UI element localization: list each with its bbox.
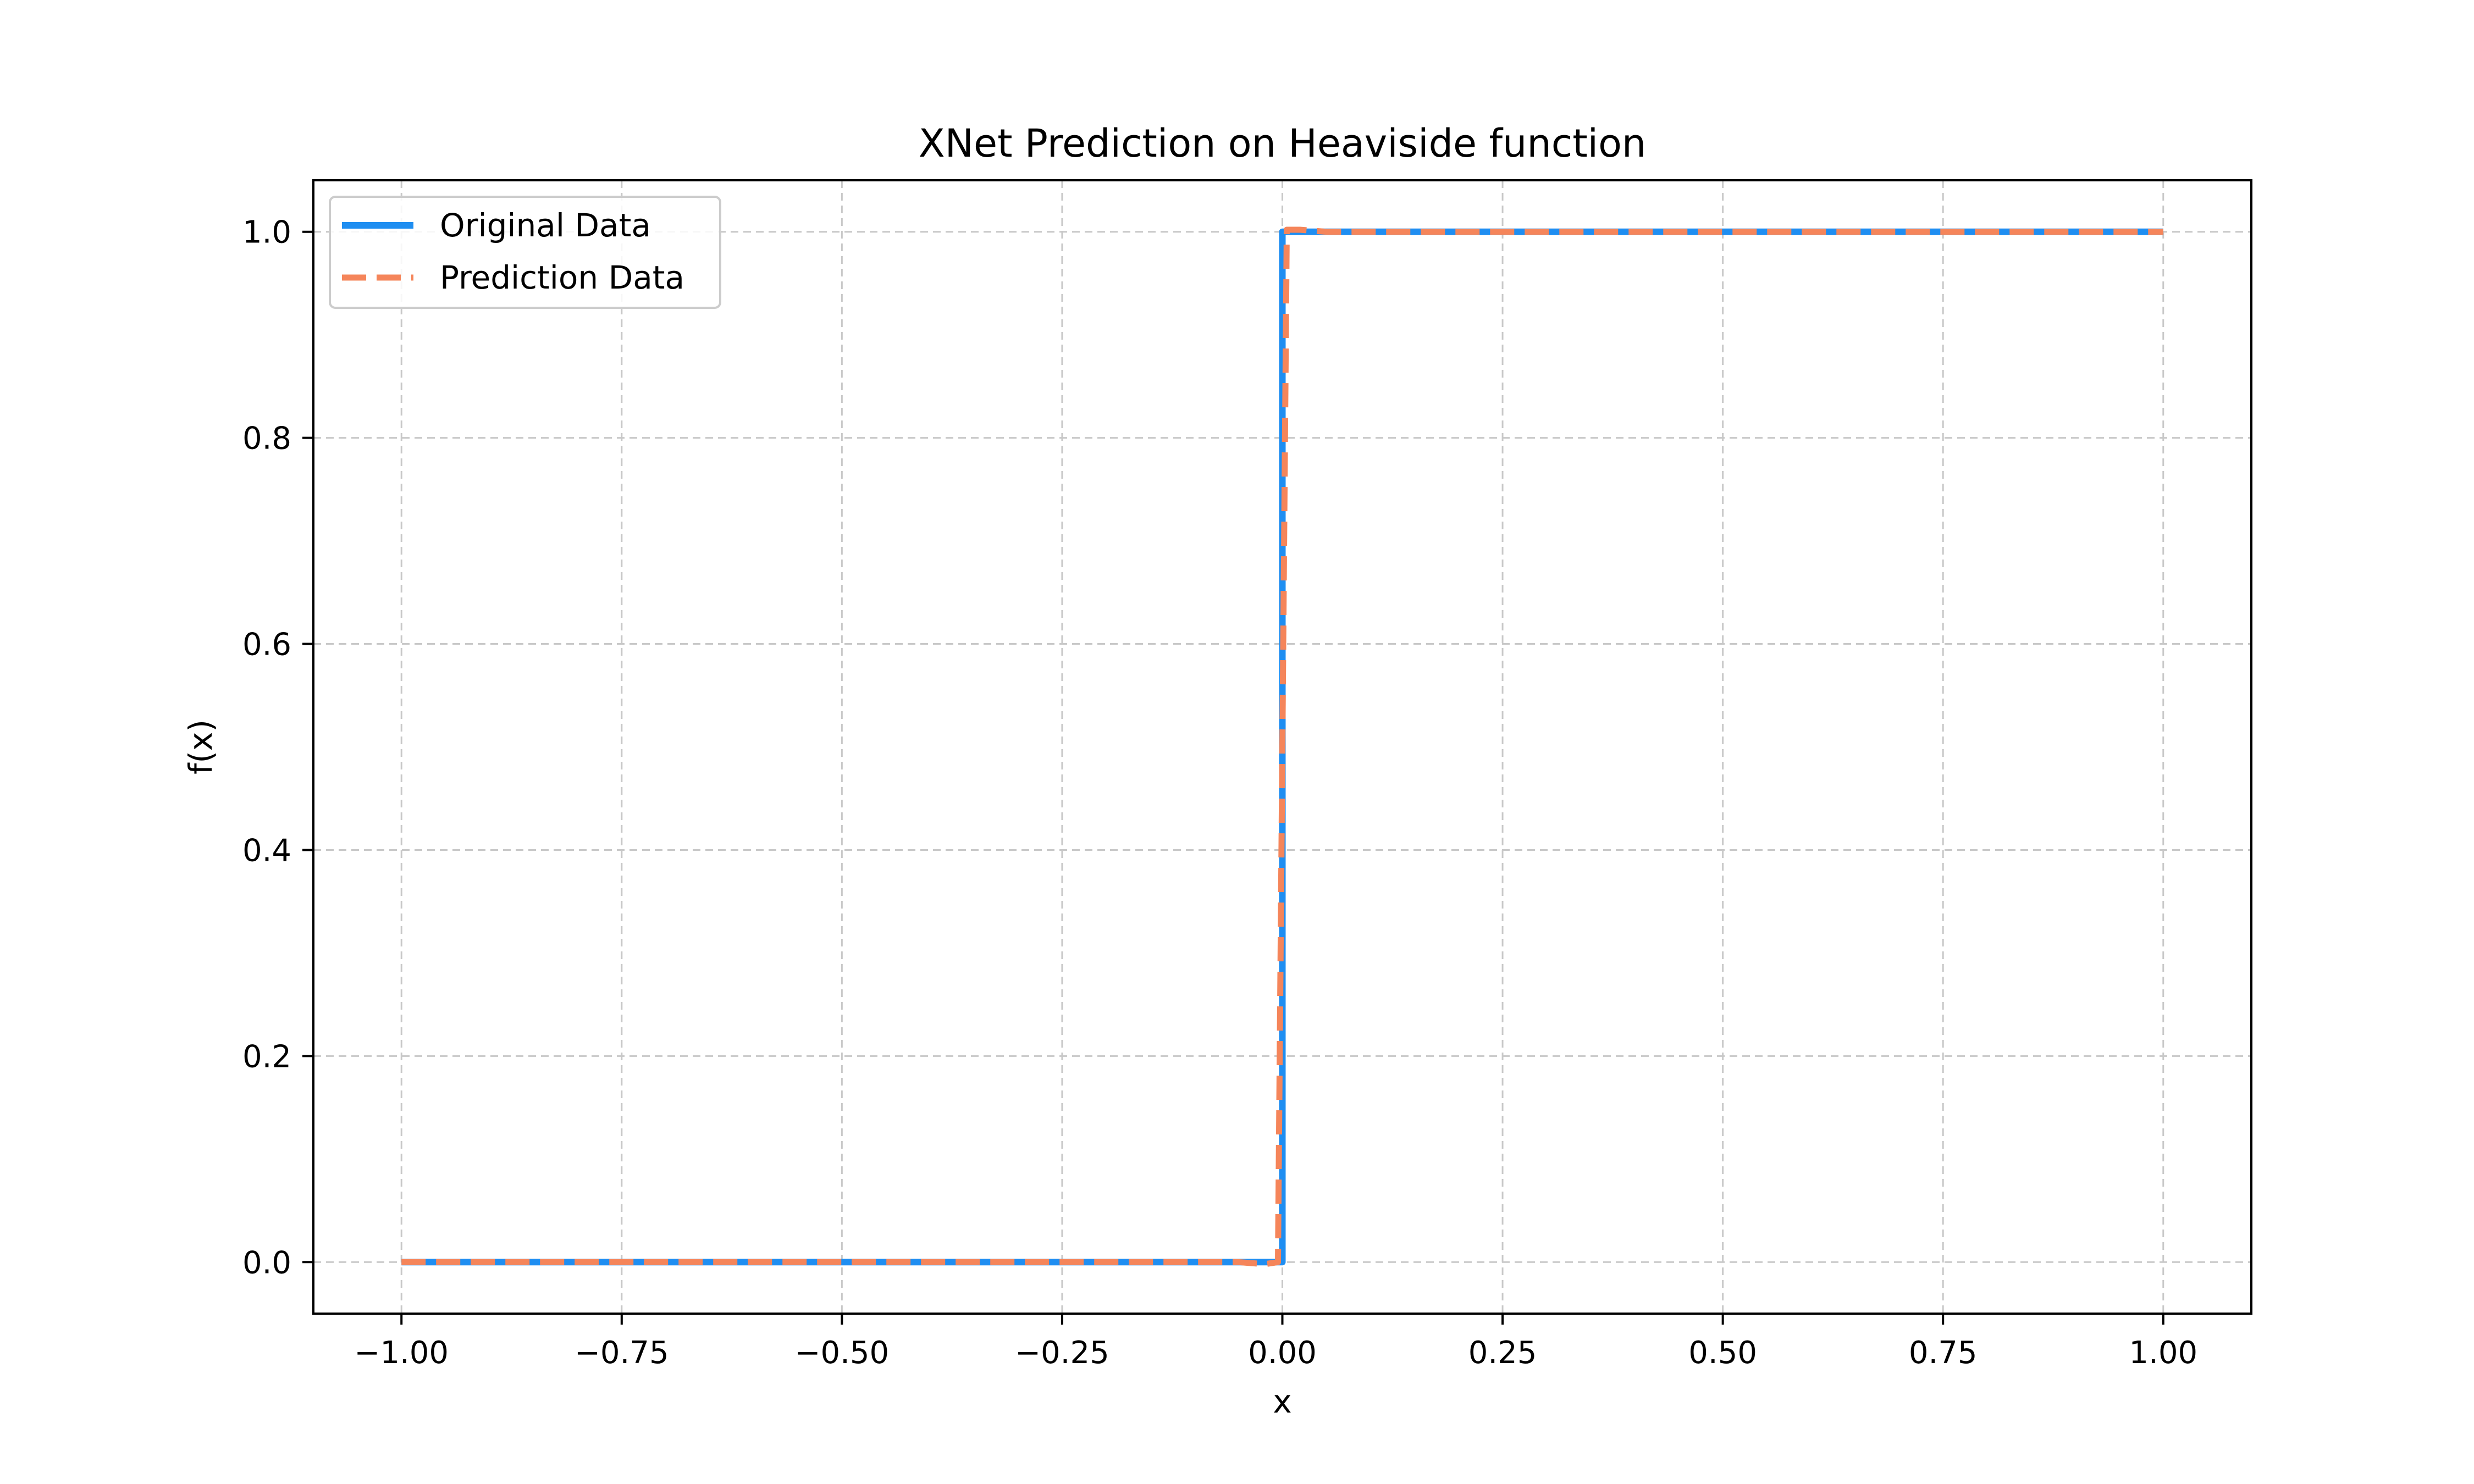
legend-label: Prediction Data [440, 259, 684, 296]
y-tick-label: 0.6 [242, 627, 291, 663]
x-axis-label: x [1273, 1383, 1291, 1420]
x-tick-label: 0.50 [1688, 1335, 1757, 1371]
x-tick-label: 1.00 [2129, 1335, 2197, 1371]
y-tick-label: 0.2 [242, 1039, 291, 1075]
x-tick-label: −0.75 [575, 1335, 669, 1371]
legend: Original Data Prediction Data [329, 196, 721, 309]
x-tick-label: 0.75 [1909, 1335, 1978, 1371]
x-tick-label: −0.50 [795, 1335, 890, 1371]
series-layer [401, 226, 2163, 1267]
y-tick-label: 0.8 [242, 421, 291, 457]
series-line-prediction-data [401, 226, 2163, 1267]
axis-ticks: −1.00 −0.75 −0.50 −0.25 0.00 0.25 0.50 0.75 1.00… [242, 215, 2197, 1371]
y-tick-label: 0.4 [242, 833, 291, 868]
legend-box [329, 196, 721, 309]
x-tick-label: 0.25 [1468, 1335, 1537, 1371]
y-axis-label: f(x) [182, 719, 219, 774]
chart-title: XNet Prediction on Heaviside function [919, 121, 1647, 166]
x-tick-label: 0.00 [1248, 1335, 1317, 1371]
y-tick-label: 1.0 [242, 215, 291, 251]
y-tick-label: 0.0 [242, 1245, 291, 1281]
legend-label: Original Data [440, 207, 651, 244]
x-tick-label: −0.25 [1015, 1335, 1109, 1371]
x-tick-label: −1.00 [354, 1335, 449, 1371]
